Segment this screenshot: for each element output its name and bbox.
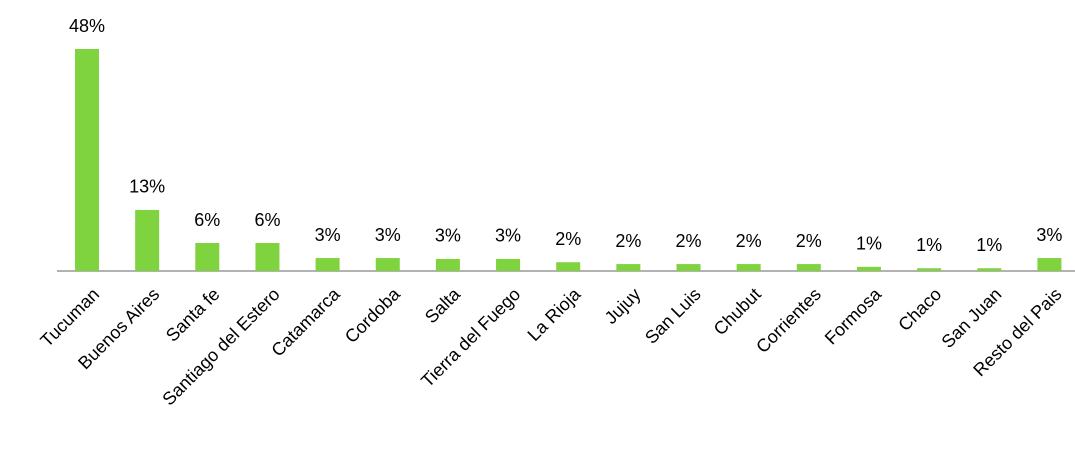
x-tick-label: San Luis bbox=[641, 284, 705, 348]
value-label: 1% bbox=[856, 234, 882, 254]
bar bbox=[255, 243, 280, 271]
value-label: 3% bbox=[495, 226, 521, 246]
value-label: 2% bbox=[675, 231, 701, 251]
bar bbox=[676, 264, 701, 271]
bar bbox=[1037, 258, 1062, 271]
bar bbox=[917, 268, 942, 271]
value-label: 6% bbox=[254, 210, 280, 230]
bar bbox=[556, 262, 581, 271]
x-tick-label: Formosa bbox=[821, 283, 886, 348]
bar bbox=[977, 268, 1002, 271]
value-label: 3% bbox=[435, 226, 461, 246]
bar bbox=[375, 258, 400, 271]
value-label: 3% bbox=[315, 225, 341, 245]
x-tick-label: Chaco bbox=[894, 284, 945, 335]
x-tick-label: Chubut bbox=[710, 284, 765, 339]
bar bbox=[856, 266, 881, 271]
value-label: 2% bbox=[555, 229, 581, 249]
value-label: 48% bbox=[69, 16, 105, 36]
bar bbox=[135, 209, 160, 271]
value-label: 6% bbox=[194, 210, 220, 230]
bar bbox=[75, 49, 99, 271]
bar bbox=[796, 264, 821, 271]
x-tick-label: Santa fe bbox=[162, 284, 224, 346]
value-label: 1% bbox=[916, 235, 942, 255]
value-label: 2% bbox=[736, 231, 762, 251]
x-tick-label: Cordoba bbox=[341, 283, 405, 347]
value-label: 3% bbox=[375, 225, 401, 245]
x-tick-label: Corrientes bbox=[752, 284, 825, 357]
value-label: 2% bbox=[615, 231, 641, 251]
bar bbox=[435, 258, 460, 271]
bar bbox=[736, 264, 761, 271]
x-tick-label: Santiago del Estero bbox=[158, 284, 283, 409]
bar bbox=[616, 264, 641, 271]
bar bbox=[496, 258, 521, 271]
value-label: 13% bbox=[129, 177, 165, 197]
value-label: 3% bbox=[1036, 225, 1062, 245]
bar bbox=[315, 258, 340, 271]
x-tick-label: La Rioja bbox=[524, 283, 586, 345]
value-label: 2% bbox=[796, 231, 822, 251]
bar bbox=[195, 243, 220, 271]
value-label: 1% bbox=[976, 235, 1002, 255]
x-tick-label: Jujuy bbox=[601, 284, 645, 328]
x-tick-label: Salta bbox=[421, 283, 465, 327]
